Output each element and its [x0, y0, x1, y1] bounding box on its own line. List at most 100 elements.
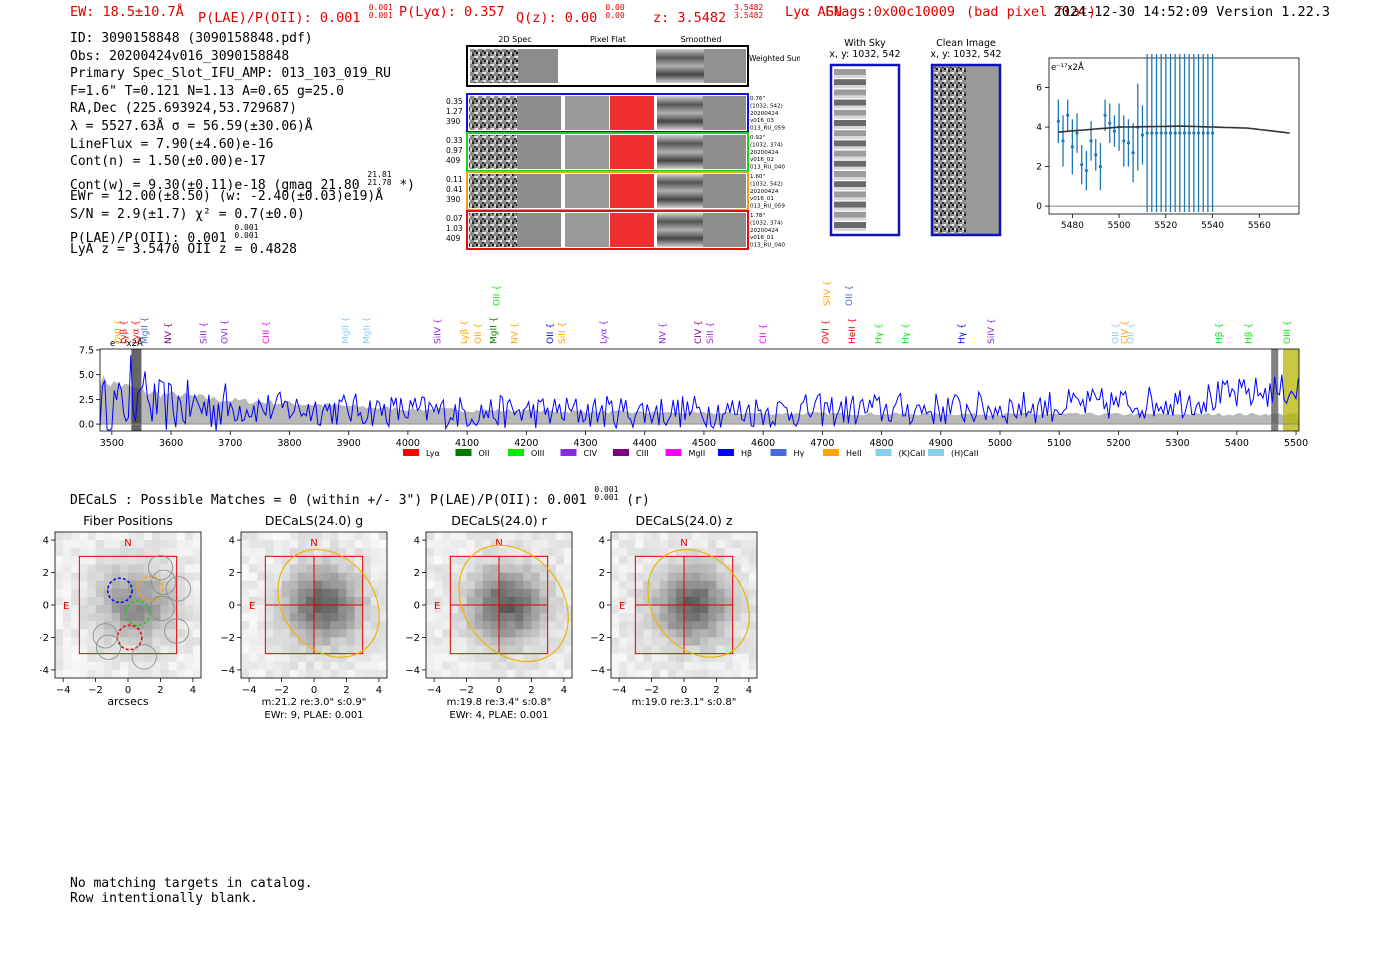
zoom-xtick-label: 5500 [1108, 221, 1131, 231]
info-id: ID: 3090158848 (3090158848.pdf) [70, 31, 313, 46]
decals-panel-title: DECaLS(24.0) r [451, 513, 547, 528]
decals-pixel [338, 613, 347, 622]
decals-pixel [531, 580, 540, 590]
decals-pixel [63, 661, 72, 671]
decals-pixel [684, 532, 693, 541]
decals-pixel [426, 532, 435, 541]
decals-pixel [192, 645, 202, 655]
legend-swatch [665, 449, 682, 456]
decals-pixel [257, 613, 266, 622]
decals-pixel [675, 605, 685, 614]
decals-header: DECaLS : Possible Matches = 0 (within +/… [70, 486, 650, 509]
decals-pixel [87, 653, 96, 663]
decals-pixel [273, 621, 282, 630]
decals-pixel [684, 556, 693, 565]
decals-pixel [128, 661, 137, 671]
decals-pixel [152, 572, 161, 582]
decals-pixel [95, 564, 105, 573]
decals-pixel [144, 621, 153, 630]
decals-pixel [507, 621, 516, 630]
decals-pixel [55, 613, 64, 622]
decals-pixel [740, 532, 750, 541]
decals-pixel [322, 613, 331, 622]
decals-pixel [748, 532, 758, 541]
decals-pixel [176, 629, 186, 638]
decals-pixel [192, 556, 202, 565]
header-z-hi: 3.5482 [734, 3, 764, 12]
decals-pixel [474, 564, 484, 573]
decals-pixel [458, 653, 467, 663]
decals-pixel [305, 596, 315, 606]
decals-pixel [330, 556, 339, 565]
decals-pixel [249, 556, 258, 565]
decals-pixel [563, 653, 573, 663]
decals-pixel [482, 637, 492, 646]
decals-pixel [152, 588, 161, 598]
decals-pixel [305, 580, 315, 590]
decals-pixel [675, 653, 685, 663]
cutout-row-pixelflat [565, 174, 609, 208]
spectrum-highlight-band [1271, 349, 1279, 431]
legend-swatch [508, 449, 524, 456]
decals-pixel [338, 588, 347, 598]
decals-pixel [507, 596, 516, 606]
cutout-row-smoothed-flat [703, 96, 746, 130]
decals-pixel [692, 661, 701, 671]
decals-pixel [515, 556, 524, 565]
decals-pixel [176, 653, 186, 663]
with-sky-title: With Sky x, y: 1032, 542 [822, 38, 908, 60]
decals-pixel [322, 572, 331, 582]
decals-pixel [619, 669, 628, 679]
decals-ytick-label: 2 [599, 568, 605, 579]
cutout-row-right-text: (1032, 374) [750, 142, 783, 148]
decals-pixel [354, 548, 364, 557]
sky-stripe-gap [834, 146, 866, 150]
spectral-line-label: OII { [546, 323, 556, 344]
decals-pixel [241, 605, 250, 614]
decals-pixel [314, 580, 323, 590]
decals-pixel [87, 588, 96, 598]
zoom-data-point [1098, 165, 1103, 169]
cutout-row-2dspec [469, 213, 517, 247]
decals-pixel [95, 669, 105, 679]
decals-pixel [346, 605, 355, 614]
decals-pixel [192, 540, 202, 549]
decals-pixel [426, 572, 435, 582]
decals-pixel [338, 572, 347, 582]
decals-pixel [523, 653, 532, 663]
decals-pixel [643, 645, 652, 655]
decals-pixel [79, 653, 88, 663]
decals-pixel [458, 645, 467, 655]
decals-pixel [716, 564, 725, 573]
decals-pixel [184, 653, 194, 663]
decals-pixel [458, 580, 467, 590]
decals-pixel [192, 596, 202, 606]
weighted-sum-smoothed-flat [704, 49, 746, 83]
decals-pixel [434, 605, 443, 614]
decals-pixel [111, 629, 121, 638]
decals-pixel [289, 637, 299, 646]
decals-pixel [103, 653, 113, 663]
decals-pixel [378, 588, 388, 598]
decals-pixel [111, 564, 121, 573]
decals-pixel [635, 653, 644, 663]
decals-pixel [611, 588, 620, 598]
decals-pixel [442, 629, 451, 638]
spectral-line-label: Lyα { [599, 320, 609, 344]
decals-pixel [675, 613, 685, 622]
decals-xtick-label: 0 [125, 685, 131, 696]
decals-pixel [322, 580, 331, 590]
decals-pixel [346, 653, 355, 663]
decals-pixel [55, 572, 64, 582]
decals-xtick-label: 2 [343, 685, 349, 696]
decals-pixel [555, 629, 565, 638]
decals-pixel [450, 653, 459, 663]
cutout-row-right-text: 1.78" [750, 213, 765, 219]
decals-pixel [700, 564, 709, 573]
decals-pixel [168, 629, 178, 638]
decals-pixel [273, 556, 282, 565]
decals-pixel [748, 645, 758, 655]
decals-pixel [539, 580, 549, 590]
decals-pixel [531, 548, 540, 557]
decals-pixel [281, 580, 291, 590]
